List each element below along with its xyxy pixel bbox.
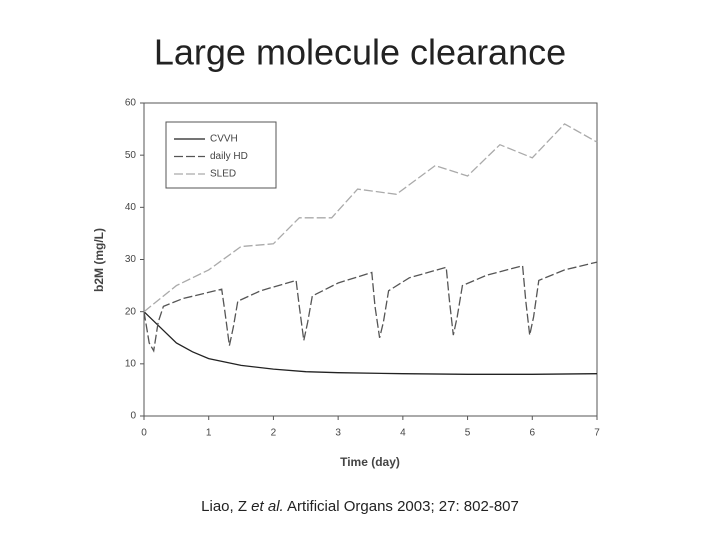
y-tick-label: 40 bbox=[125, 202, 137, 213]
y-axis-label: b2M (mg/L) bbox=[92, 228, 106, 292]
x-tick-label: 7 bbox=[594, 428, 600, 439]
legend-box bbox=[165, 121, 277, 189]
x-tick-label: 5 bbox=[465, 428, 471, 439]
slide-title: Large molecule clearance bbox=[154, 32, 566, 73]
y-tick-label: 0 bbox=[130, 411, 136, 422]
citation-italic: et al. bbox=[251, 498, 284, 515]
y-tick-label: 10 bbox=[125, 358, 137, 369]
y-tick-label: 30 bbox=[125, 254, 137, 265]
x-tick-label: 0 bbox=[141, 428, 147, 439]
series-line bbox=[143, 123, 598, 313]
y-tick-label: 50 bbox=[125, 150, 137, 161]
x-axis-label: Time (day) bbox=[340, 455, 400, 469]
x-tick-label: 1 bbox=[206, 428, 212, 439]
legend-label: CVVH bbox=[210, 134, 238, 145]
series-line bbox=[143, 311, 598, 375]
x-tick-label: 2 bbox=[271, 428, 277, 439]
legend: CVVH daily HD SLED bbox=[165, 121, 277, 189]
x-tick-label: 4 bbox=[400, 428, 406, 439]
y-tick-label: 20 bbox=[125, 306, 137, 317]
series-line bbox=[143, 261, 598, 353]
citation-journal: Artificial Organs 2003; 27: 802-807 bbox=[287, 498, 519, 515]
x-tick-label: 6 bbox=[530, 428, 536, 439]
legend-label: SLED bbox=[210, 169, 236, 180]
y-tick-label: 60 bbox=[125, 98, 137, 109]
x-tick-label: 3 bbox=[335, 428, 341, 439]
citation: Liao, Z et al. Artificial Organs 2003; 2… bbox=[201, 498, 519, 515]
citation-authors: Liao, Z bbox=[201, 498, 247, 515]
legend-label: daily HD bbox=[210, 151, 248, 162]
